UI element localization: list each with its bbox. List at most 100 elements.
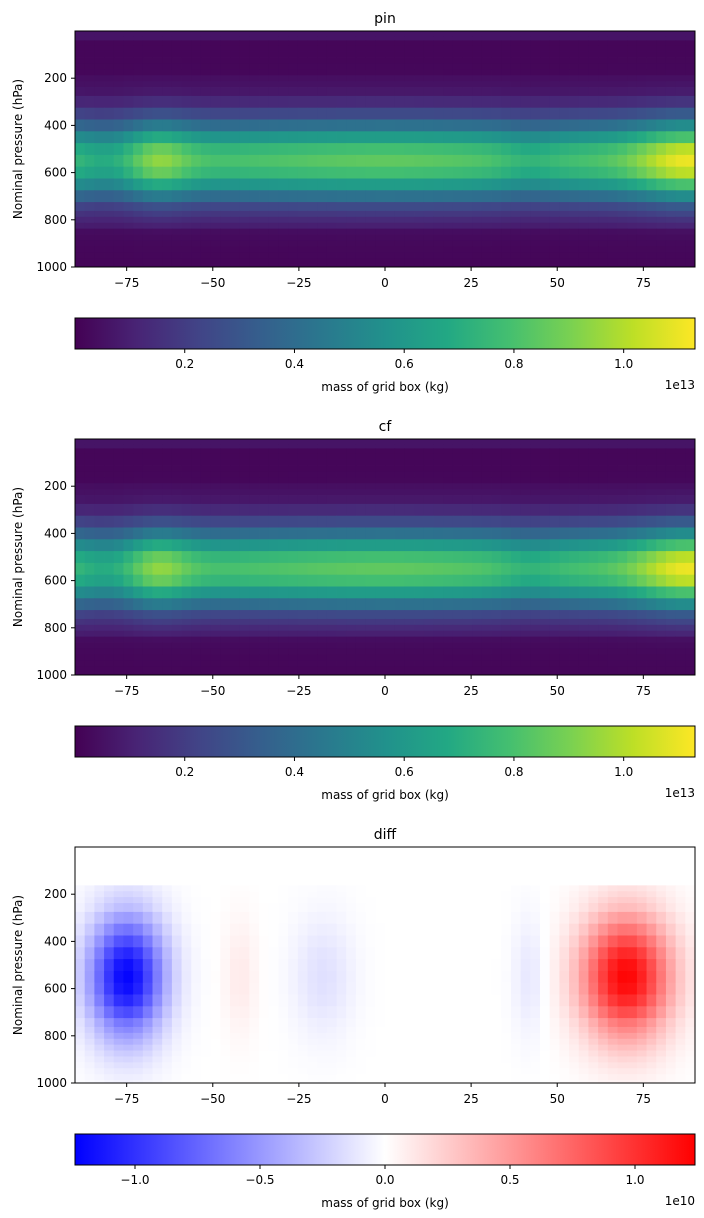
heatmap-cell (433, 216, 444, 224)
heatmap-cell (307, 471, 318, 478)
heatmap-cell (578, 444, 589, 449)
heatmap-cell (588, 246, 599, 253)
heatmap-cell (346, 873, 357, 880)
heatmap-cell (297, 666, 308, 673)
heatmap-cell (520, 131, 531, 144)
heatmap-cell (317, 867, 328, 874)
heatmap-cell (152, 654, 163, 661)
heatmap-cell (230, 234, 241, 241)
heatmap-cell (394, 903, 405, 913)
heatmap-cell (259, 190, 270, 203)
heatmap-cell (549, 624, 560, 632)
heatmap-cell (123, 489, 134, 496)
heatmap-cell (578, 856, 589, 862)
heatmap-cell (84, 897, 95, 904)
heatmap-cell (569, 850, 580, 854)
heatmap-cell (152, 119, 163, 132)
heatmap-cell (394, 885, 405, 892)
heatmap-cell (598, 891, 609, 898)
heatmap-cell (443, 448, 454, 454)
heatmap-cell (210, 551, 221, 564)
heatmap-cell (569, 636, 580, 643)
heatmap-cell (200, 143, 212, 156)
heatmap-cell (423, 154, 434, 168)
heatmap-cell (171, 34, 182, 38)
heatmap-cell (578, 439, 589, 443)
y-tick-label: 400 (44, 526, 67, 540)
heatmap-cell (171, 891, 182, 898)
heatmap-cell (665, 847, 677, 851)
heatmap-cell (404, 45, 415, 52)
heatmap-cell (220, 610, 231, 620)
heatmap-cell (549, 867, 560, 874)
y-axis-label: Nominal pressure (hPa) (11, 79, 25, 219)
heatmap-cell (578, 648, 589, 655)
heatmap-cell (94, 654, 105, 661)
heatmap-cell (346, 586, 357, 599)
heatmap-cell (355, 911, 367, 925)
heatmap-cell (249, 444, 260, 449)
heatmap-cell (346, 240, 357, 247)
heatmap-cell (326, 856, 337, 862)
heatmap-cell (462, 190, 473, 203)
heatmap-cell (268, 465, 279, 472)
heatmap-cell (549, 34, 560, 38)
heatmap-cell (259, 107, 270, 120)
heatmap-cell (646, 891, 657, 898)
heatmap-cell (491, 107, 502, 120)
heatmap-cell (423, 178, 434, 191)
heatmap-cell (433, 31, 444, 35)
heatmap-cell (162, 471, 173, 478)
heatmap-cell (75, 119, 86, 132)
heatmap-cell (288, 897, 299, 904)
heatmap-cell (75, 539, 86, 552)
heatmap-cell (326, 40, 337, 46)
heatmap-cell (75, 444, 86, 449)
heatmap-cell (520, 624, 531, 632)
heatmap-cell (685, 624, 696, 632)
heatmap-cell (346, 847, 357, 851)
heatmap-cell (394, 228, 405, 235)
heatmap-cell (607, 903, 618, 913)
heatmap-cell (133, 660, 144, 667)
heatmap-cell (501, 477, 512, 484)
heatmap-cell (249, 624, 260, 632)
heatmap-cell (443, 630, 454, 638)
heatmap-cell (636, 107, 647, 120)
heatmap-cell (607, 252, 618, 259)
heatmap-cell (394, 95, 405, 109)
heatmap-cell (452, 63, 463, 70)
heatmap-cell (365, 69, 376, 76)
heatmap-cell (472, 551, 483, 564)
heatmap-cell (578, 453, 589, 460)
heatmap-cell (481, 63, 492, 70)
heatmap-cell (423, 891, 434, 898)
heatmap-cell (452, 495, 463, 505)
heatmap-cell (607, 51, 618, 58)
heatmap-cell (268, 222, 279, 230)
heatmap-cell (220, 210, 231, 218)
heatmap-cell (578, 459, 589, 466)
heatmap-cell (646, 562, 657, 576)
heatmap-cell (559, 562, 570, 576)
heatmap-cell (288, 903, 299, 913)
heatmap-cell (491, 264, 502, 268)
heatmap-cell (520, 610, 531, 620)
heatmap-cell (559, 586, 570, 599)
heatmap-cell (520, 210, 531, 218)
heatmap-cell (540, 867, 551, 874)
heatmap-cell (355, 442, 367, 446)
heatmap-cell (433, 202, 444, 212)
heatmap-cell (288, 81, 299, 88)
heatmap-cell (123, 51, 134, 58)
heatmap-cell (510, 891, 522, 898)
heatmap-cell (75, 210, 86, 218)
heatmap-cell (414, 624, 425, 632)
heatmap-cell (278, 178, 289, 191)
heatmap-cell (433, 252, 444, 259)
heatmap-cell (452, 166, 463, 179)
heatmap-cell (549, 495, 560, 505)
heatmap-cell (171, 911, 182, 925)
heatmap-cell (171, 515, 182, 528)
heatmap-cell (510, 867, 522, 874)
